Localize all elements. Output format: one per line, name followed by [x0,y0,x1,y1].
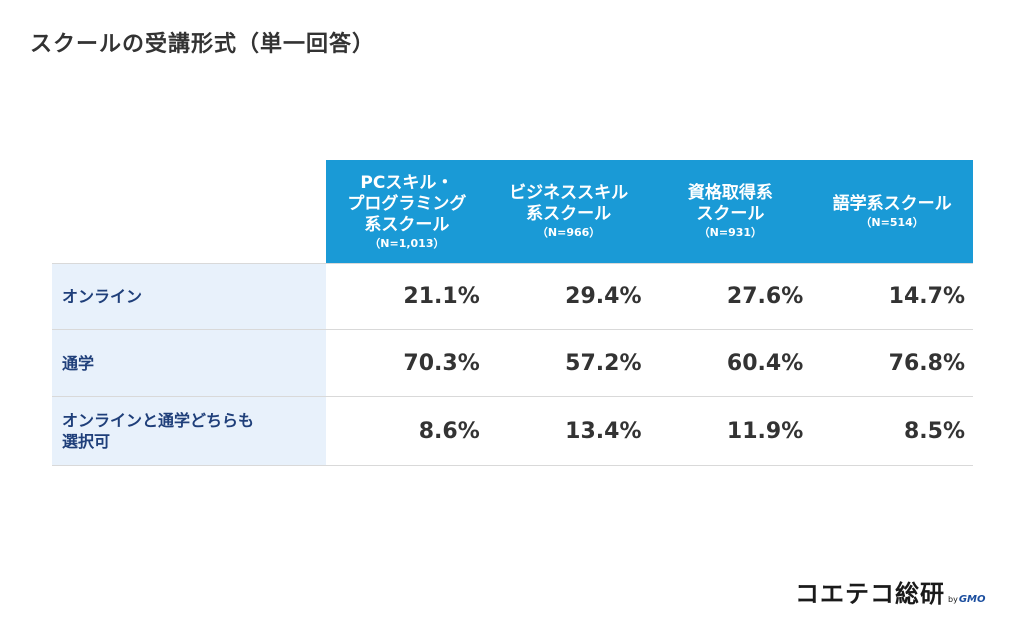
row-label: 通学 [62,353,95,373]
row-label-cell: オンライン [52,263,326,330]
data-cell: 27.6% [649,263,812,330]
data-cell: 13.4% [487,396,650,466]
row-label: オンラインと通学どちらも 選択可 [62,411,255,451]
column-header: ビジネススキル 系スクール （N=966） [487,160,650,264]
row-label: オンライン [62,287,143,306]
data-cell: 29.4% [487,263,650,330]
row-label-cell: オンラインと通学どちらも 選択可 [52,396,326,466]
data-cell: 14.7% [811,263,973,330]
column-header-name: ビジネススキル 系スクール [509,183,629,224]
data-table-container: PCスキル・ プログラミング 系スクール （N=1,013） ビジネススキル 系… [52,160,973,466]
table-row: オンライン 21.1% 29.4% 27.6% 14.7% [52,263,973,330]
logo-by-text: by [948,595,958,604]
logo-text: コエテコ総研 [795,580,945,608]
table-row: オンラインと通学どちらも 選択可 8.6% 13.4% 11.9% 8.5% [52,396,973,466]
table-row: 通学 70.3% 57.2% 60.4% 76.8% [52,329,973,397]
data-cell: 8.6% [326,396,488,466]
data-cell: 11.9% [649,396,812,466]
column-header-sample-size: （N=1,013） [369,236,445,250]
column-header-name: 資格取得系 スクール [687,183,773,224]
column-header-name: 語学系スクール [832,193,952,214]
column-header-name: PCスキル・ プログラミング 系スクール [347,172,467,235]
column-header: 語学系スクール （N=514） [811,160,973,264]
column-header: 資格取得系 スクール （N=931） [649,160,812,264]
column-header-sample-size: （N=514） [860,215,924,229]
brand-logo: コエテコ総研 by GMO [795,574,985,609]
data-cell: 70.3% [326,329,488,397]
data-cell: 21.1% [326,263,488,330]
data-table: PCスキル・ プログラミング 系スクール （N=1,013） ビジネススキル 系… [52,160,973,466]
data-cell: 57.2% [487,329,650,397]
column-header: PCスキル・ プログラミング 系スクール （N=1,013） [326,160,488,264]
row-label-cell: 通学 [52,329,326,397]
column-header-sample-size: （N=931） [698,226,763,239]
header-corner-cell [52,160,326,264]
page-title: スクールの受講形式（単一回答） [30,32,376,57]
header-row: PCスキル・ プログラミング 系スクール （N=1,013） ビジネススキル 系… [52,160,973,264]
data-cell: 8.5% [811,396,973,466]
column-header-sample-size: （N=966） [536,226,601,239]
logo-brand-text: GMO [958,594,986,605]
data-cell: 60.4% [649,329,812,397]
data-cell: 76.8% [811,329,973,397]
